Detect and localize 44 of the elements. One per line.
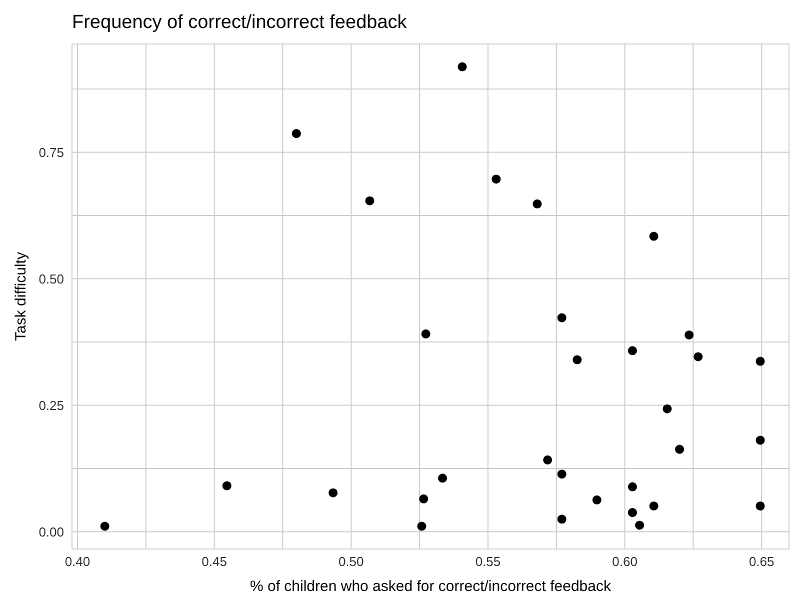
point: [628, 508, 637, 518]
point: [365, 196, 374, 206]
point: [419, 494, 428, 504]
point: [100, 522, 110, 531]
x-tick-label: 0.50: [338, 554, 364, 570]
point: [557, 313, 566, 322]
point: [756, 501, 765, 510]
point: [628, 482, 637, 492]
x-tick-label: 0.45: [202, 554, 227, 570]
point: [628, 346, 637, 356]
x-tick-label: 0.60: [612, 554, 638, 570]
chart-title: Frequency of correct/incorrect feedback: [72, 12, 407, 34]
point: [557, 470, 566, 479]
point: [458, 62, 467, 72]
point: [662, 404, 672, 414]
point: [756, 356, 765, 366]
point: [649, 501, 658, 510]
point: [292, 129, 301, 138]
point: [222, 481, 232, 490]
point: [417, 522, 426, 531]
x-tick-label: 0.65: [748, 554, 774, 570]
point: [328, 488, 338, 498]
point: [675, 444, 684, 454]
point: [532, 199, 542, 208]
point: [635, 520, 644, 530]
x-tick-label: 0.55: [475, 554, 501, 570]
point: [543, 455, 552, 464]
y-axis-title: Task difficulty: [12, 252, 30, 341]
y-tick-label: 0.25: [38, 398, 64, 413]
point: [756, 436, 765, 445]
point: [592, 495, 602, 504]
point: [557, 514, 566, 524]
point: [492, 174, 501, 184]
x-tick-label: 0.40: [64, 554, 90, 570]
point: [572, 355, 582, 364]
y-tick-label: 0.00: [38, 524, 64, 540]
x-axis-title: % of children who asked for correct/incorrect feedback: [250, 578, 612, 595]
y-tick-label: 0.50: [38, 271, 64, 286]
point: [421, 329, 430, 338]
point: [438, 474, 448, 483]
point: [649, 232, 658, 241]
point: [684, 330, 694, 340]
y-tick-label: 0.75: [38, 144, 64, 160]
point: [694, 352, 703, 362]
